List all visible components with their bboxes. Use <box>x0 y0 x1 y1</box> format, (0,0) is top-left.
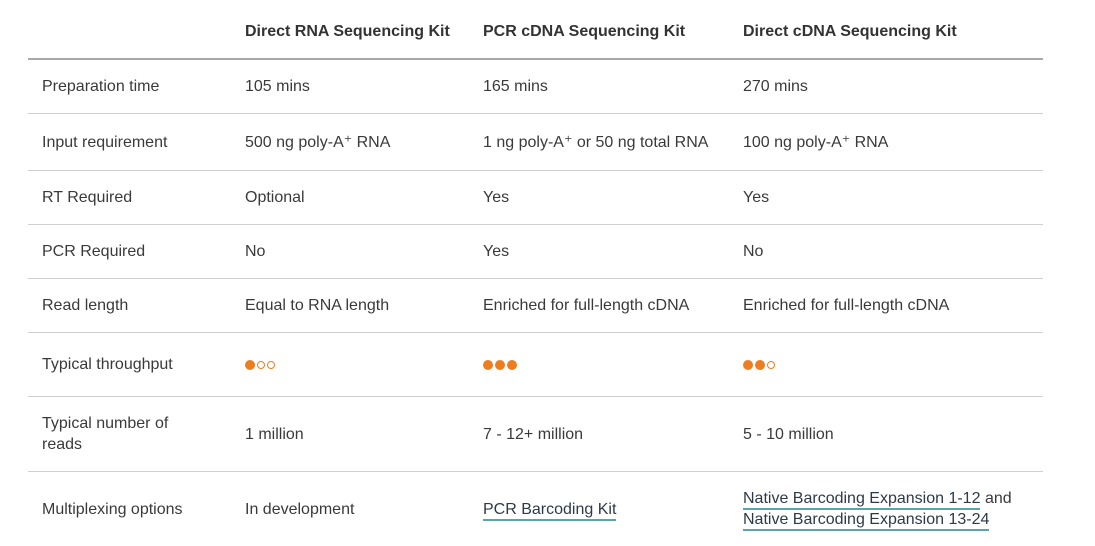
throughput-cell <box>245 359 483 370</box>
row-label-rt-required: RT Required <box>42 189 133 206</box>
cell-value: 100 ng poly-A⁺ RNA <box>743 133 889 151</box>
row-label-typical-throughput: Typical throughput <box>42 356 173 373</box>
cell-value: 1 million <box>245 425 304 443</box>
row-label-typical-number-of-reads: Typical number of reads <box>42 415 169 453</box>
filled-dot-icon <box>245 359 255 370</box>
header-empty <box>28 27 245 31</box>
table-row: Multiplexing options In development PCR … <box>28 472 1043 546</box>
cell-value: 5 - 10 million <box>743 425 834 443</box>
cell-value: 105 mins <box>245 78 310 95</box>
cell-value: Equal to RNA length <box>245 297 390 314</box>
cell-value: Enriched for full-length cDNA <box>743 297 950 314</box>
throughput-cell <box>743 359 1043 370</box>
cell-value: No <box>743 243 764 260</box>
table-header-row: Direct RNA Sequencing Kit PCR cDNA Seque… <box>28 0 1043 60</box>
table-row: Read length Equal to RNA length Enriched… <box>28 279 1043 333</box>
throughput-cell <box>483 359 743 370</box>
throughput-rating <box>483 359 743 370</box>
filled-dot-icon <box>483 359 493 370</box>
header-direct-cdna-kit: Direct cDNA Sequencing Kit <box>743 22 957 40</box>
pcr-barcoding-kit-link[interactable]: PCR Barcoding Kit <box>483 500 617 521</box>
cell-value: No <box>245 243 266 260</box>
cell-value: 270 mins <box>743 78 808 95</box>
table-row: RT Required Optional Yes Yes <box>28 171 1043 225</box>
cell-value: Yes <box>483 189 510 206</box>
row-label-preparation-time: Preparation time <box>42 78 160 95</box>
table-row: Typical number of reads 1 million 7 - 12… <box>28 397 1043 472</box>
native-barcoding-expansion-1-12-link[interactable]: Native Barcoding Expansion 1-12 <box>743 490 981 510</box>
empty-dot-icon <box>257 360 265 369</box>
filled-dot-icon <box>743 359 753 370</box>
table-row: PCR Required No Yes No <box>28 225 1043 279</box>
cell-value: In development <box>245 500 355 518</box>
table-row: Preparation time 105 mins 165 mins 270 m… <box>28 60 1043 114</box>
header-direct-rna-kit: Direct RNA Sequencing Kit <box>245 22 450 40</box>
row-label-input-requirement: Input requirement <box>42 133 168 151</box>
cell-value: 1 ng poly-A⁺ or 50 ng total RNA <box>483 133 709 151</box>
multiplexing-pcr-cdna-cell: PCR Barcoding Kit <box>483 499 743 521</box>
filled-dot-icon <box>755 359 765 370</box>
header-pcr-cdna-kit: PCR cDNA Sequencing Kit <box>483 22 686 40</box>
cell-value: 7 - 12+ million <box>483 425 584 443</box>
cell-value: Yes <box>743 189 770 206</box>
filled-dot-icon <box>495 359 505 370</box>
empty-dot-icon <box>767 360 775 369</box>
cell-value: 500 ng poly-A⁺ RNA <box>245 133 391 151</box>
throughput-rating <box>245 359 483 370</box>
and-text: and <box>984 490 1012 507</box>
row-label-read-length: Read length <box>42 297 129 314</box>
kit-comparison-table: Direct RNA Sequencing Kit PCR cDNA Seque… <box>28 0 1043 546</box>
multiplexing-direct-cdna-cell: Native Barcoding Expansion 1-12 and Nati… <box>743 488 1043 531</box>
filled-dot-icon <box>507 359 517 370</box>
throughput-rating <box>743 359 1043 370</box>
cell-value: Optional <box>245 189 305 206</box>
native-barcoding-expansion-13-24-link[interactable]: Native Barcoding Expansion 13-24 <box>743 511 990 531</box>
cell-value: Enriched for full-length cDNA <box>483 297 690 314</box>
table-row: Input requirement 500 ng poly-A⁺ RNA 1 n… <box>28 114 1043 171</box>
table-row: Typical throughput <box>28 333 1043 397</box>
row-label-pcr-required: PCR Required <box>42 243 146 260</box>
cell-value: Yes <box>483 243 510 260</box>
row-label-multiplexing-options: Multiplexing options <box>42 500 183 518</box>
empty-dot-icon <box>267 360 275 369</box>
cell-value: 165 mins <box>483 78 548 95</box>
